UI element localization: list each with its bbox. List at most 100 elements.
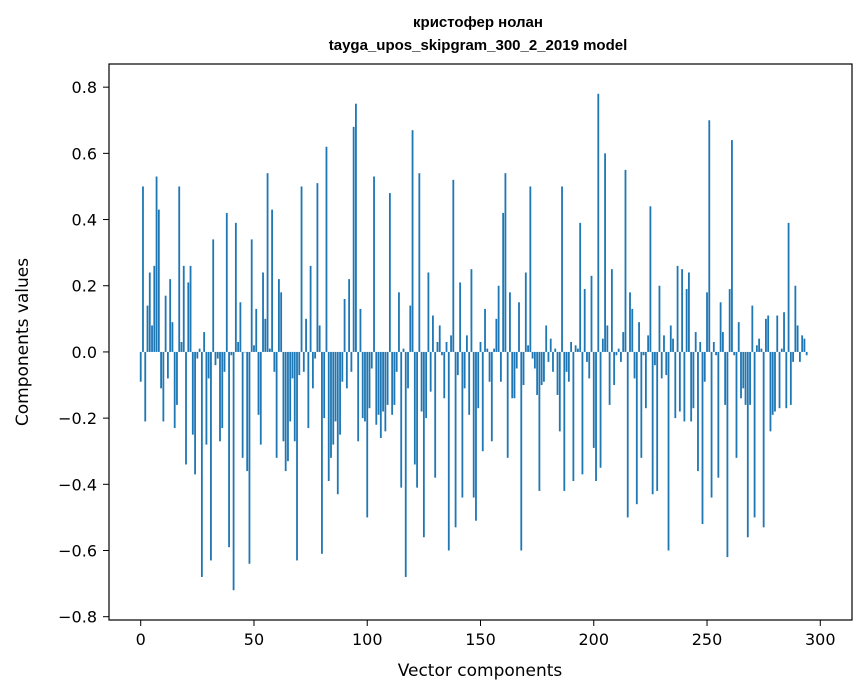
bars-group [139,93,808,591]
bar-184 [556,351,559,395]
bar-267 [744,351,747,405]
bar-9 [160,351,162,389]
bar-287 [789,351,792,405]
bar-151 [481,351,484,452]
bar-116 [402,348,405,352]
bar-248 [701,351,704,525]
bar-85 [332,351,335,445]
bar-163 [509,292,511,352]
bar-106 [379,351,382,438]
bar-127 [427,272,430,352]
bar-82 [325,146,328,352]
bar-122 [416,351,418,488]
bar-134 [443,351,446,399]
bar-101 [368,351,371,409]
bar-60 [275,351,278,458]
bar-199 [590,275,593,352]
bar-198 [588,351,591,379]
bar-104 [375,351,378,425]
x-tick-label-4: 200 [578,630,609,649]
bar-187 [563,351,566,491]
bar-178 [543,351,545,382]
bar-40 [230,351,233,356]
bar-195 [581,351,584,475]
bar-75 [309,265,312,352]
bar-91 [345,351,348,389]
bar-182 [552,351,554,372]
bar-56 [266,173,269,352]
bar-149 [477,351,480,409]
bar-205 [604,153,606,352]
bar-139 [454,351,457,528]
bar-172 [529,186,532,352]
bar-83 [327,351,330,481]
bar-260 [728,289,731,352]
bar-145 [468,351,471,415]
y-tick-label-1: −0.6 [58,542,97,561]
bar-240 [683,351,686,422]
bar-224 [647,335,650,352]
bar-11 [164,295,167,352]
bar-20 [185,351,187,465]
y-tick-label-7: 0.6 [72,144,97,163]
x-axis-label: Vector components [398,661,563,681]
bar-250 [706,292,708,352]
bar-244 [692,351,695,409]
bar-47 [246,351,249,472]
bar-161 [504,173,507,352]
bar-81 [323,351,326,419]
bar-79 [318,325,321,352]
bar-99 [364,351,366,422]
bar-103 [373,176,375,352]
bar-266 [742,351,745,389]
y-tick-label-4: 0.0 [72,343,97,362]
y-tick-label-3: −0.2 [58,409,97,428]
bar-204 [601,338,604,352]
bar-233 [667,351,670,551]
bar-247 [699,342,702,352]
bar-222 [642,351,645,356]
bar-230 [660,351,663,379]
bar-152 [484,308,486,352]
bar-169 [522,351,525,386]
bar-293 [803,338,806,352]
bar-38 [225,212,228,352]
bar-98 [361,351,364,419]
y-tick-label-6: 0.4 [72,211,97,230]
bar-25 [196,351,199,359]
bar-261 [731,140,733,352]
bar-185 [558,351,561,432]
bar-59 [273,351,276,372]
bar-35 [219,351,221,442]
bar-268 [746,351,749,538]
bar-77 [314,351,317,359]
bar-112 [393,351,396,405]
bar-167 [518,302,520,352]
bar-207 [608,351,611,405]
bar-220 [638,322,640,352]
bar-88 [339,351,341,435]
bar-1 [142,186,144,352]
bar-177 [540,351,543,386]
bar-186 [561,186,563,352]
bar-64 [284,351,287,472]
bar-6 [153,265,156,352]
x-tick-label-1: 50 [244,630,264,649]
bar-126 [425,351,428,419]
bar-10 [162,351,165,422]
bar-214 [624,169,627,352]
bar-70 [298,351,301,376]
bar-153 [486,348,489,352]
bar-210 [615,351,618,356]
bar-0 [139,351,142,382]
bar-4 [148,272,151,352]
bar-157 [495,318,498,352]
bar-110 [388,193,391,352]
bar-249 [703,351,706,382]
bar-84 [330,351,332,458]
bar-275 [762,351,765,528]
bar-63 [282,351,285,442]
bar-197 [586,351,588,362]
chart-title: кристофер нолан [413,14,543,31]
